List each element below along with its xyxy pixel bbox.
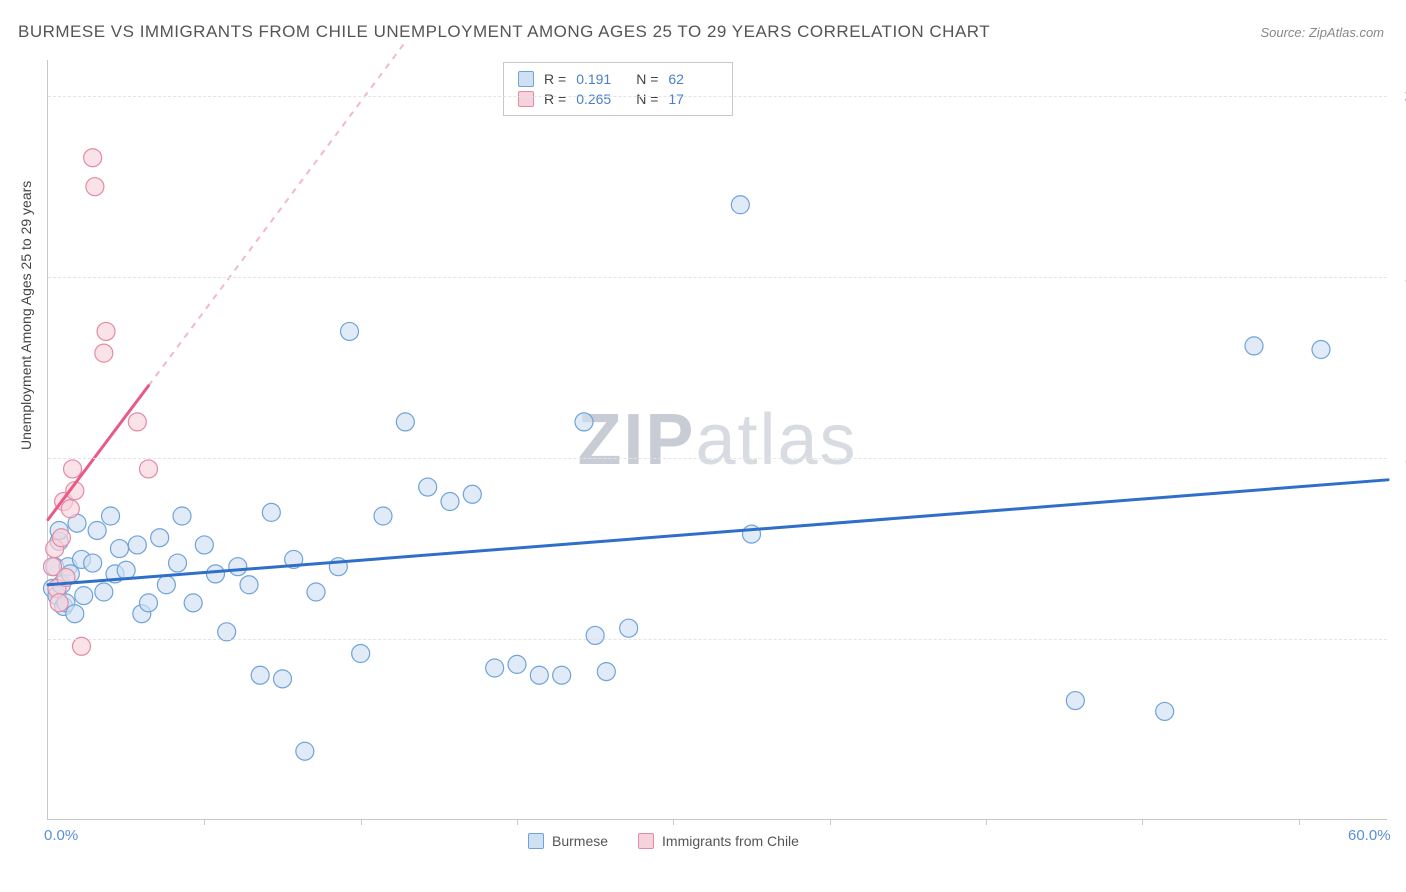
trend-line (48, 480, 1388, 585)
x-tick-label: 60.0% (1348, 827, 1391, 844)
data-point (296, 742, 314, 760)
data-point (352, 645, 370, 663)
data-point (731, 196, 749, 214)
data-point (251, 666, 269, 684)
legend-item-chile: Immigrants from Chile (638, 833, 799, 849)
data-point (508, 655, 526, 673)
data-point (207, 565, 225, 583)
gridline (48, 277, 1387, 278)
data-point (128, 413, 146, 431)
data-point (117, 561, 135, 579)
data-point (140, 460, 158, 478)
data-point (140, 594, 158, 612)
data-point (240, 576, 258, 594)
legend-swatch-chile (638, 833, 654, 849)
data-point (95, 583, 113, 601)
data-point (341, 322, 359, 340)
data-point (530, 666, 548, 684)
plot-area: ZIPatlas R = 0.191 N = 62 R = 0.265 N = … (47, 60, 1387, 820)
data-point (620, 619, 638, 637)
x-tick (361, 819, 362, 825)
trend-line-extension (149, 42, 406, 386)
source-attribution: Source: ZipAtlas.com (1260, 25, 1384, 40)
data-point (50, 594, 68, 612)
data-point (486, 659, 504, 677)
data-point (374, 507, 392, 525)
x-tick-label: 0.0% (44, 827, 78, 844)
data-point (75, 587, 93, 605)
x-tick (1299, 819, 1300, 825)
data-point (64, 460, 82, 478)
data-point (463, 485, 481, 503)
gridline (48, 96, 1387, 97)
x-tick (673, 819, 674, 825)
data-point (88, 521, 106, 539)
data-point (597, 663, 615, 681)
x-tick (1142, 819, 1143, 825)
legend-swatch-burmese (518, 71, 534, 87)
data-point (1156, 702, 1174, 720)
x-tick (830, 819, 831, 825)
data-point (274, 670, 292, 688)
x-tick (986, 819, 987, 825)
data-point (173, 507, 191, 525)
data-point (97, 322, 115, 340)
data-point (184, 594, 202, 612)
data-point (52, 529, 70, 547)
y-axis-label: Unemployment Among Ages 25 to 29 years (18, 181, 34, 450)
correlation-chart: BURMESE VS IMMIGRANTS FROM CHILE UNEMPLO… (0, 0, 1406, 892)
x-tick (517, 819, 518, 825)
data-point (84, 149, 102, 167)
data-point (157, 576, 175, 594)
data-point (262, 503, 280, 521)
data-point (1245, 337, 1263, 355)
data-point (396, 413, 414, 431)
trend-line (48, 386, 149, 520)
x-tick (204, 819, 205, 825)
data-point (586, 626, 604, 644)
legend-swatch-chile (518, 91, 534, 107)
legend-item-burmese: Burmese (528, 833, 608, 849)
data-point (553, 666, 571, 684)
plot-svg (48, 60, 1387, 819)
data-point (95, 344, 113, 362)
data-point (1066, 692, 1084, 710)
data-point (128, 536, 146, 554)
data-point (110, 540, 128, 558)
stats-legend-row: R = 0.265 N = 17 (518, 89, 718, 109)
data-point (575, 413, 593, 431)
data-point (84, 554, 102, 572)
data-point (61, 500, 79, 518)
data-point (66, 605, 84, 623)
series-legend: Burmese Immigrants from Chile (528, 833, 799, 849)
gridline (48, 639, 1387, 640)
chart-title: BURMESE VS IMMIGRANTS FROM CHILE UNEMPLO… (18, 22, 990, 42)
data-point (229, 558, 247, 576)
data-point (86, 178, 104, 196)
data-point (102, 507, 120, 525)
data-point (195, 536, 213, 554)
legend-swatch-burmese (528, 833, 544, 849)
gridline (48, 458, 1387, 459)
data-point (307, 583, 325, 601)
stats-legend-row: R = 0.191 N = 62 (518, 69, 718, 89)
data-point (1312, 341, 1330, 359)
data-point (169, 554, 187, 572)
stats-legend: R = 0.191 N = 62 R = 0.265 N = 17 (503, 62, 733, 116)
data-point (441, 493, 459, 511)
data-point (151, 529, 169, 547)
data-point (419, 478, 437, 496)
